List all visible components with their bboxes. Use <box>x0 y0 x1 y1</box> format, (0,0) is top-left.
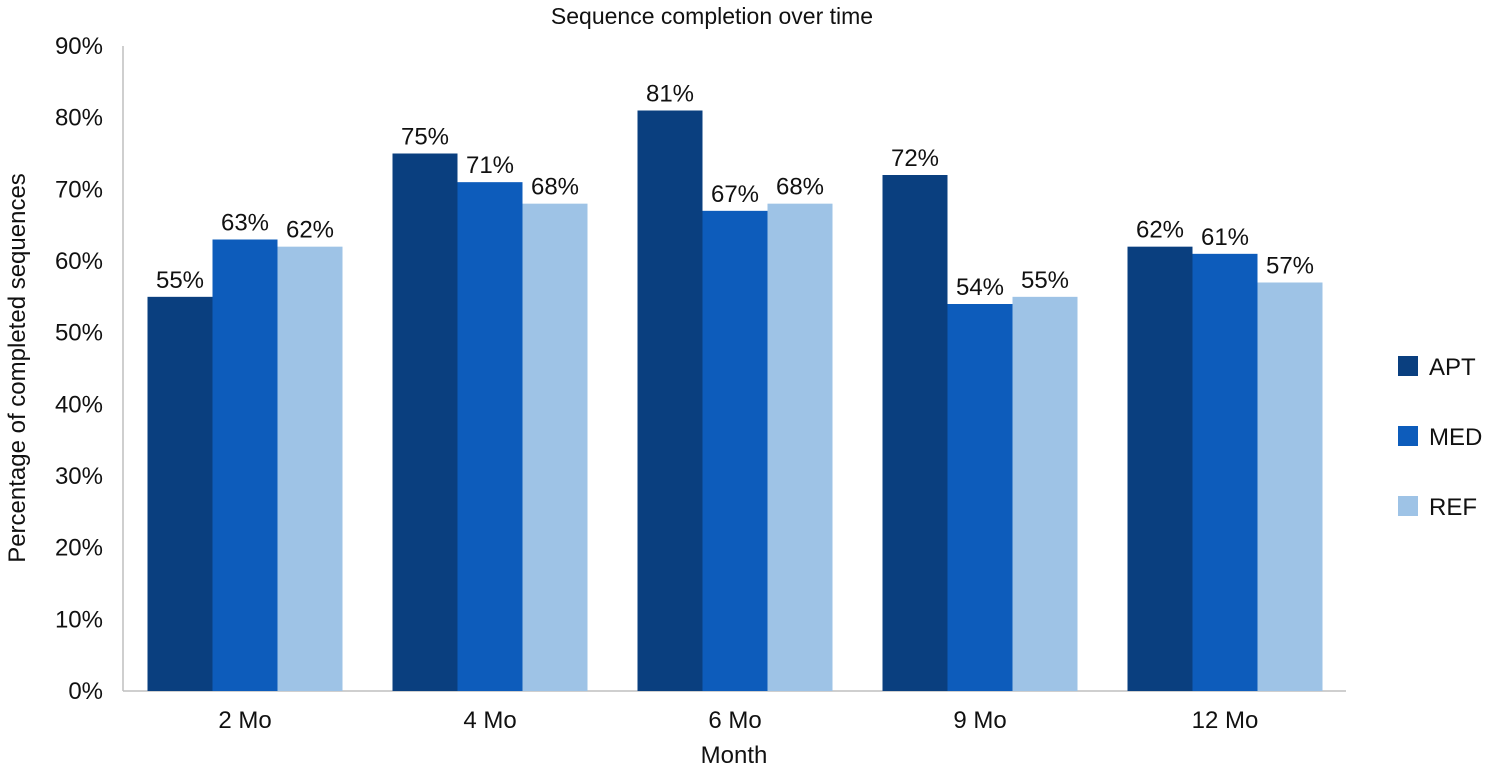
bar-apt <box>147 296 213 691</box>
chart-title: Sequence completion over time <box>551 3 873 29</box>
data-label: 72% <box>891 145 939 172</box>
bar-med <box>457 182 523 691</box>
bar-med <box>702 210 768 692</box>
legend-swatch-apt <box>1398 356 1418 376</box>
data-label: 61% <box>1201 224 1249 251</box>
data-label: 55% <box>1021 267 1069 294</box>
data-label: 68% <box>531 174 579 201</box>
y-tick-label: 50% <box>55 320 103 347</box>
legend-label-med: MED <box>1429 424 1482 451</box>
y-tick-label: 70% <box>55 176 103 203</box>
data-label: 62% <box>286 217 334 244</box>
legend: APT MED REF <box>1398 354 1482 521</box>
legend-swatch-ref <box>1398 496 1418 516</box>
x-tick-label: 9 Mo <box>953 707 1006 734</box>
bar-ref <box>277 246 343 691</box>
x-tick-label: 6 Mo <box>708 707 761 734</box>
x-tick-labels: 2 Mo 4 Mo 6 Mo 9 Mo 12 Mo <box>218 707 1258 734</box>
legend-label-ref: REF <box>1429 494 1477 521</box>
y-tick-label: 20% <box>55 535 103 562</box>
y-tick-label: 0% <box>68 678 103 705</box>
data-labels: 55% 63% 62% 75% 71% 68% 81% 67% 68% 72% 54% 55% 62% 6… <box>156 81 1314 302</box>
data-label: 71% <box>466 152 514 179</box>
bar-ref <box>1257 282 1323 691</box>
legend-label-apt: APT <box>1429 354 1476 381</box>
data-label: 62% <box>1136 217 1184 244</box>
bar-med <box>947 304 1013 691</box>
y-tick-label: 30% <box>55 463 103 490</box>
bar-apt <box>882 175 948 691</box>
bar-ref <box>1012 296 1078 691</box>
x-tick-label: 12 Mo <box>1192 707 1259 734</box>
data-label: 81% <box>646 81 694 108</box>
y-tick-label: 90% <box>55 33 103 60</box>
x-tick-label: 2 Mo <box>218 707 271 734</box>
data-label: 63% <box>221 210 269 237</box>
bar-med <box>1192 253 1258 692</box>
y-tick-label: 10% <box>55 606 103 633</box>
y-tick-label: 60% <box>55 248 103 275</box>
data-label: 68% <box>776 174 824 201</box>
y-tick-label: 40% <box>55 391 103 418</box>
data-label: 57% <box>1266 253 1314 280</box>
y-tick-labels: 0% 10% 20% 30% 40% 50% 60% 70% 80% 90% <box>55 33 103 705</box>
data-label: 54% <box>956 274 1004 301</box>
bars <box>147 110 1323 692</box>
data-label: 67% <box>711 181 759 208</box>
bar-ref <box>522 203 588 691</box>
bar-med <box>212 239 278 691</box>
x-tick-label: 4 Mo <box>463 707 516 734</box>
y-tick-label: 80% <box>55 105 103 132</box>
bar-apt <box>392 153 458 691</box>
data-label: 75% <box>401 124 449 151</box>
y-axis-label: Percentage of completed sequences <box>4 173 31 563</box>
x-axis-label: Month <box>701 742 768 768</box>
bar-apt <box>1127 246 1193 691</box>
bar-ref <box>767 203 833 691</box>
bar-apt <box>637 110 703 691</box>
data-label: 55% <box>156 267 204 294</box>
legend-swatch-med <box>1398 426 1418 446</box>
